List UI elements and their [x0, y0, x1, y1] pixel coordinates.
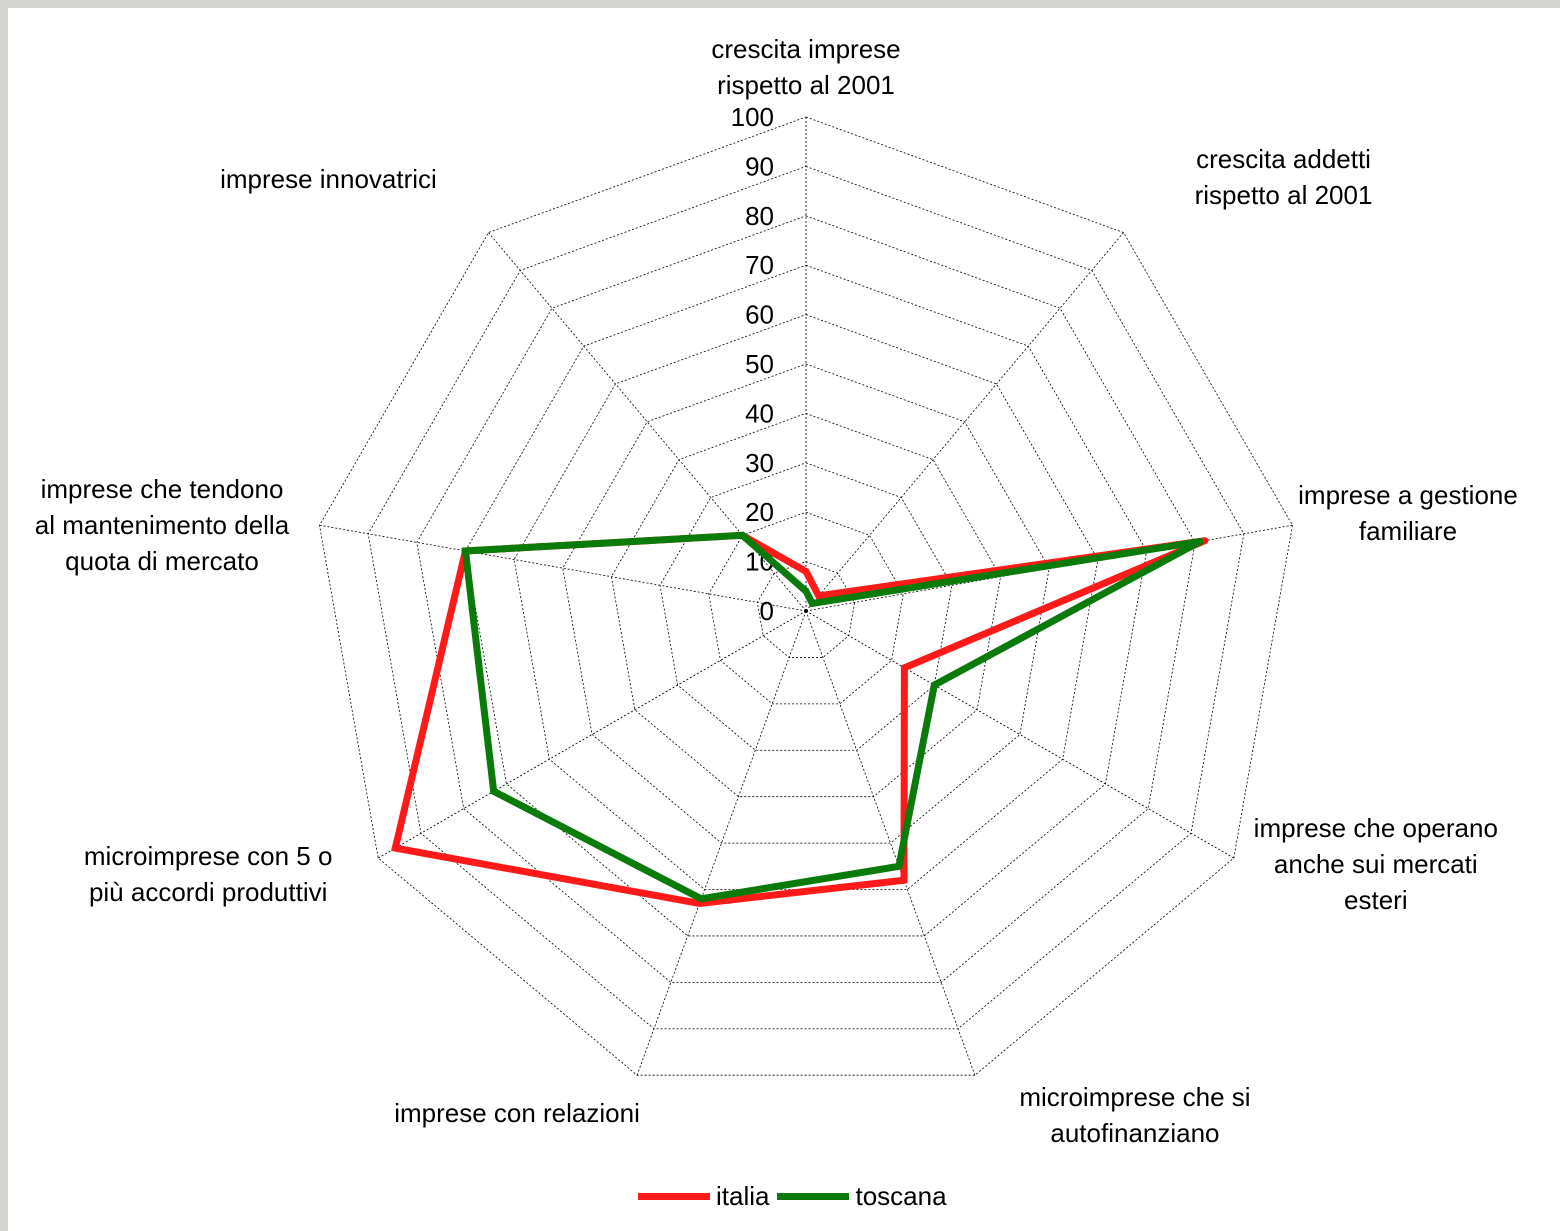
- series-line-toscana: [461, 531, 1202, 903]
- axis-label: imprese che tendono al mantenimento dell…: [34, 474, 290, 577]
- tick-label: 30: [745, 448, 774, 478]
- tick-label: 20: [745, 497, 774, 527]
- axis-label: crescita imprese rispetto al 2001: [711, 34, 901, 100]
- axis-label: microimprese con 5 o più accordi produtt…: [83, 841, 333, 907]
- data-point-toscana: [808, 599, 816, 607]
- data-point-italia: [802, 567, 810, 575]
- legend-label: italia: [716, 1181, 770, 1211]
- data-point-italia: [815, 592, 823, 600]
- data-point-toscana: [738, 531, 746, 539]
- grid-ring-1: [756, 561, 856, 658]
- data-point-toscana: [930, 681, 938, 689]
- grid-ring-2: [708, 511, 904, 705]
- data-point-italia: [391, 844, 399, 852]
- axis-label: imprese che operano anche sui mercati es…: [1253, 813, 1498, 915]
- data-point-toscana: [490, 787, 498, 795]
- grid-ring-8: [416, 215, 1196, 983]
- grid-ring-4: [610, 412, 1002, 798]
- data-point-italia: [900, 664, 908, 672]
- grid-ring-10: [319, 116, 1293, 1076]
- legend-swatch: [638, 1193, 710, 1200]
- grid-ring-5: [562, 363, 1050, 844]
- grid-ring-7: [465, 264, 1147, 937]
- axis-label: crescita addetti rispetto al 2001: [1194, 143, 1373, 210]
- axis-label: imprese a gestione familiare: [1298, 480, 1518, 547]
- tick-label: 80: [745, 201, 774, 231]
- axis-label: microimprese che si autofinanziano: [1019, 1082, 1251, 1149]
- data-point-toscana: [802, 587, 810, 595]
- tick-label: 100: [731, 102, 774, 132]
- chart-frame: 0 10 20 30 40 50 60 70 80 90 100 crescita imprese …: [8, 8, 1560, 1231]
- data-point-toscana: [461, 547, 469, 555]
- axis-label: imprese con relazioni: [394, 1098, 640, 1129]
- legend-swatch: [777, 1193, 850, 1200]
- legend-item-italia: italia: [638, 1181, 769, 1212]
- grid-ring-9: [367, 165, 1245, 1030]
- data-point-toscana: [895, 862, 903, 870]
- tick-label: 60: [745, 300, 774, 330]
- tick-label: 40: [745, 398, 774, 428]
- data-point-toscana: [697, 895, 705, 903]
- legend-label: toscana: [855, 1181, 947, 1211]
- center-point: [804, 609, 808, 613]
- tick-label: 50: [745, 349, 774, 379]
- legend: italia toscana: [638, 1181, 955, 1212]
- tick-label: 0: [760, 596, 774, 626]
- tick-label: 70: [745, 250, 774, 280]
- data-point-italia: [900, 876, 908, 884]
- axis-label: imprese innovatrici: [220, 163, 437, 194]
- data-point-toscana: [1196, 538, 1204, 546]
- grid-spoke-3: [805, 610, 1235, 859]
- tick-label: 90: [745, 151, 774, 181]
- legend-item-toscana: toscana: [777, 1181, 947, 1212]
